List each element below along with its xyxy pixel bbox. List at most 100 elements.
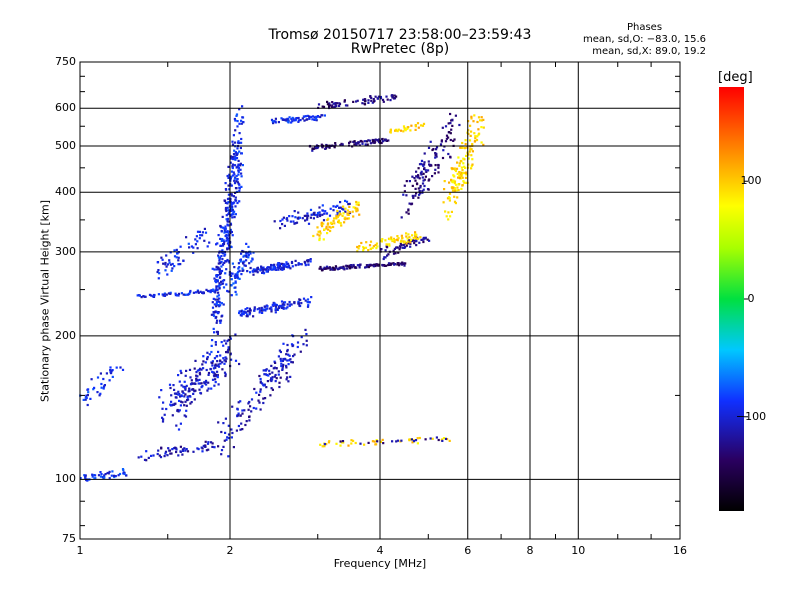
data-point xyxy=(456,161,459,164)
data-point xyxy=(279,304,282,307)
data-point xyxy=(220,430,223,434)
data-point xyxy=(174,292,177,295)
data-point xyxy=(423,167,426,170)
data-point xyxy=(173,388,176,391)
data-point xyxy=(331,266,334,269)
data-point xyxy=(214,291,217,294)
data-point xyxy=(332,102,335,105)
data-point xyxy=(217,256,220,259)
data-point xyxy=(434,156,437,159)
data-point xyxy=(179,400,183,403)
data-point xyxy=(238,132,241,135)
data-point xyxy=(235,187,238,190)
data-point xyxy=(231,431,234,435)
data-point xyxy=(225,268,228,271)
data-point xyxy=(234,191,237,194)
data-point xyxy=(219,237,222,240)
data-point xyxy=(246,313,249,316)
data-point xyxy=(322,105,326,108)
data-point xyxy=(338,221,341,224)
data-point xyxy=(186,450,190,453)
data-point xyxy=(352,439,355,442)
data-point xyxy=(218,282,221,285)
data-point xyxy=(257,399,260,402)
data-point xyxy=(326,217,330,220)
data-point xyxy=(336,215,339,219)
data-point xyxy=(401,237,404,240)
data-point xyxy=(407,212,410,215)
data-point xyxy=(100,473,103,476)
data-point xyxy=(111,375,114,378)
data-point xyxy=(253,306,256,309)
data-point xyxy=(270,118,274,121)
data-point xyxy=(231,165,234,168)
data-point xyxy=(297,263,300,266)
data-point xyxy=(168,383,172,386)
data-point xyxy=(393,247,396,250)
data-point xyxy=(385,243,388,246)
data-point xyxy=(99,475,103,478)
data-point xyxy=(472,120,475,123)
data-point xyxy=(205,383,208,386)
data-point xyxy=(228,245,231,249)
data-point xyxy=(105,372,108,375)
data-point xyxy=(291,116,294,119)
data-point xyxy=(314,115,318,118)
data-point xyxy=(215,287,218,290)
data-point xyxy=(248,415,251,418)
data-point xyxy=(345,200,349,203)
data-point xyxy=(288,300,291,304)
data-point xyxy=(408,236,411,239)
data-point xyxy=(286,120,289,123)
data-point xyxy=(222,344,225,347)
data-point xyxy=(220,226,223,229)
data-point xyxy=(150,294,153,297)
data-point xyxy=(100,386,103,389)
data-point xyxy=(106,471,109,475)
data-point xyxy=(291,344,294,348)
data-point xyxy=(459,146,462,149)
data-point xyxy=(236,125,239,128)
data-point xyxy=(226,436,229,439)
data-point xyxy=(177,292,181,295)
data-point xyxy=(323,443,326,446)
data-point xyxy=(182,449,185,452)
data-point xyxy=(232,446,235,449)
data-point xyxy=(400,439,403,442)
data-point xyxy=(342,208,345,211)
data-point xyxy=(244,264,247,267)
data-point xyxy=(409,238,412,241)
data-point xyxy=(217,234,220,237)
data-point xyxy=(217,363,220,366)
data-point xyxy=(234,359,238,362)
data-point xyxy=(242,310,245,313)
data-point xyxy=(282,342,285,345)
data-point xyxy=(465,154,468,157)
data-point xyxy=(354,208,357,211)
data-point xyxy=(235,157,239,160)
data-point xyxy=(282,266,285,269)
data-point xyxy=(182,259,185,262)
data-point xyxy=(244,311,247,314)
data-point xyxy=(422,164,425,167)
data-point xyxy=(312,217,315,220)
data-point xyxy=(189,395,192,398)
data-point xyxy=(411,184,414,187)
data-point xyxy=(249,309,252,312)
data-point xyxy=(266,380,269,383)
data-point xyxy=(206,356,209,359)
data-point xyxy=(447,211,450,214)
data-point xyxy=(231,234,234,237)
data-point xyxy=(227,239,230,242)
data-point xyxy=(189,376,192,379)
data-point xyxy=(172,384,175,387)
data-point xyxy=(271,376,274,379)
data-point xyxy=(248,312,252,315)
data-point xyxy=(334,144,337,147)
data-point xyxy=(287,262,290,265)
data-point xyxy=(417,126,420,129)
data-point xyxy=(414,231,417,234)
data-point xyxy=(226,242,229,245)
data-point xyxy=(275,377,278,380)
data-point xyxy=(473,140,476,143)
